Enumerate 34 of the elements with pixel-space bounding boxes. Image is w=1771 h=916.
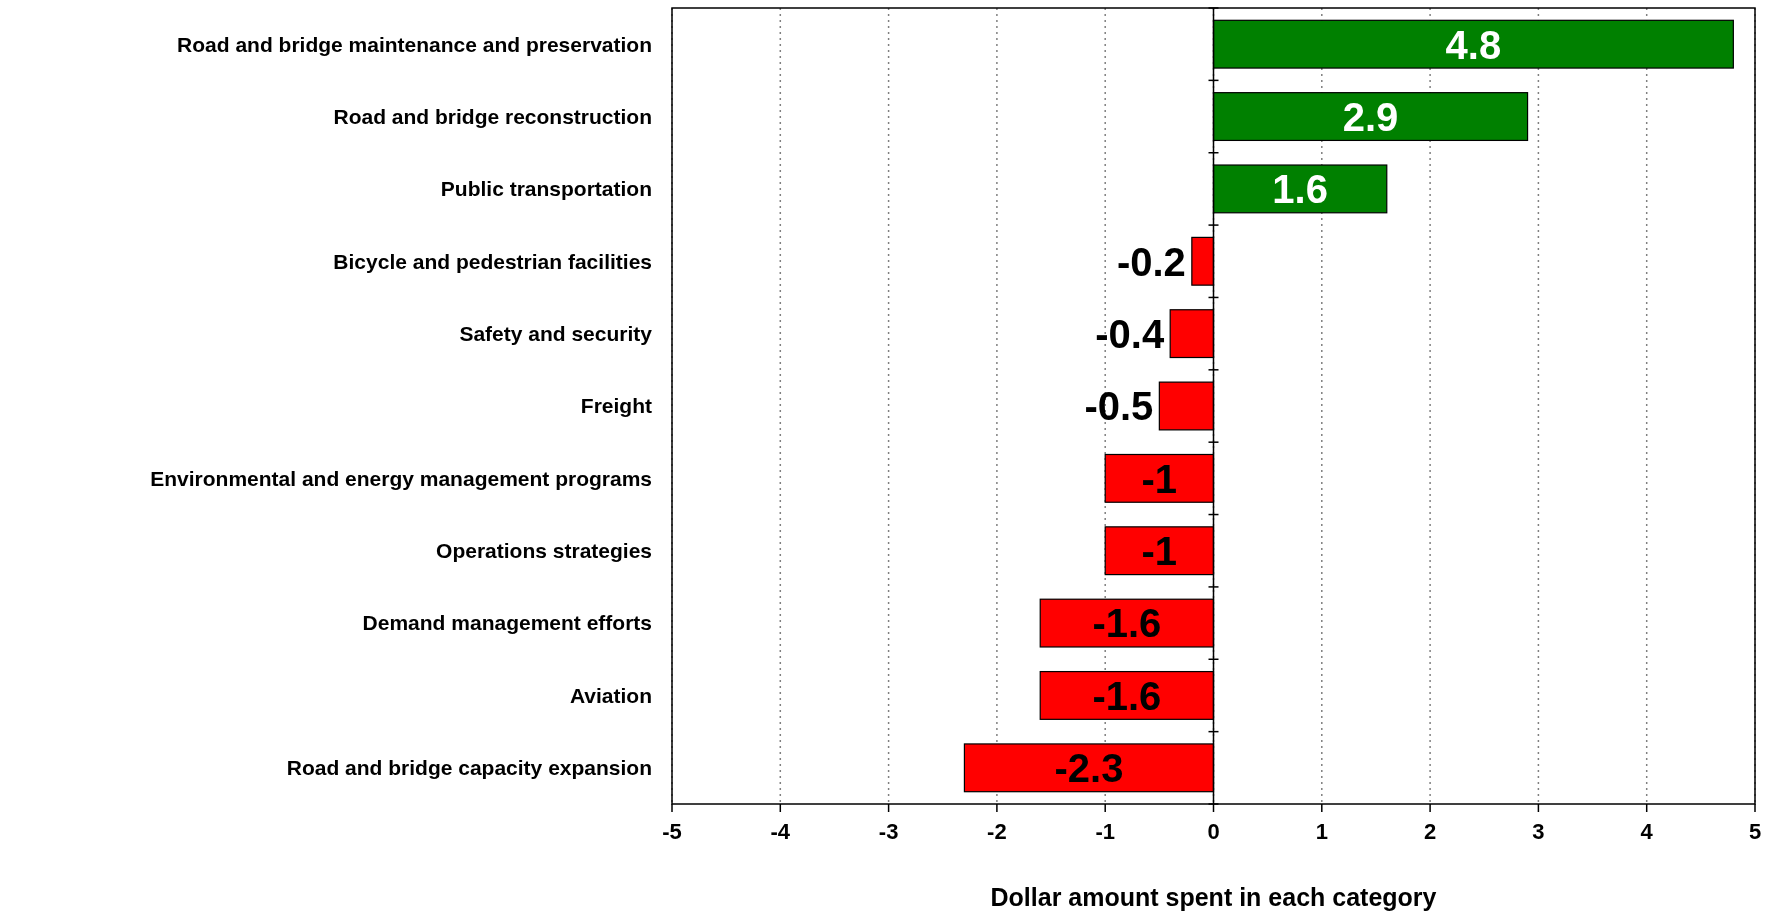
data-label: -1.6	[1092, 601, 1162, 646]
x-tick-label: -3	[878, 819, 899, 844]
y-tick-label: Aviation	[569, 683, 652, 707]
x-tick-label: 3	[1532, 819, 1545, 844]
x-tick-label: -5	[662, 819, 682, 844]
y-tick-label: Road and bridge reconstruction	[333, 104, 652, 128]
y-tick-label: Road and bridge maintenance and preservation	[177, 32, 652, 56]
x-axis-title: Dollar amount spent in each category	[990, 883, 1437, 911]
x-tick-label: -4	[770, 819, 791, 844]
data-label: -0.2	[1116, 239, 1186, 284]
x-tick-label: -2	[987, 819, 1007, 844]
y-tick-label: Environmental and energy management programs	[150, 466, 652, 490]
data-label: -1	[1141, 529, 1178, 574]
y-tick-label: Safety and security	[459, 321, 653, 345]
x-tick-label: 1	[1315, 819, 1328, 844]
data-label: -1.6	[1092, 673, 1162, 718]
x-tick-label: -1	[1095, 819, 1115, 844]
x-tick-label: 0	[1207, 819, 1220, 844]
y-tick-label: Bicycle and pedestrian facilities	[333, 249, 652, 273]
y-tick-label: Operations strategies	[436, 539, 652, 563]
y-tick-label: Freight	[580, 394, 652, 418]
y-tick-label: Demand management efforts	[362, 611, 652, 635]
data-label: -1	[1141, 456, 1178, 501]
data-label: 1.6	[1272, 167, 1328, 212]
data-label: 2.9	[1342, 94, 1399, 139]
data-label: -2.3	[1054, 746, 1124, 791]
data-label: 4.8	[1445, 22, 1502, 67]
x-tick-label: 5	[1748, 819, 1762, 844]
x-tick-label: 4	[1640, 819, 1654, 844]
x-tick-label: 2	[1423, 819, 1437, 844]
data-label: -0.4	[1095, 312, 1165, 357]
data-label: -0.5	[1084, 384, 1154, 429]
y-tick-label: Public transportation	[440, 177, 652, 201]
y-tick-label: Road and bridge capacity expansion	[286, 756, 652, 780]
